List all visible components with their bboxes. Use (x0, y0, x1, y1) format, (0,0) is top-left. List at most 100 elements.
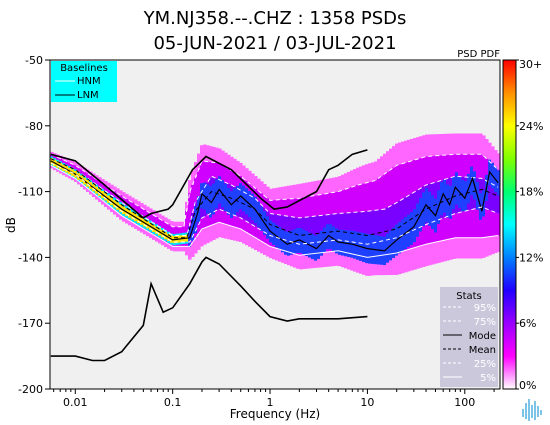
density-cell (317, 194, 321, 216)
y-tick-label: -170 (18, 317, 43, 330)
stats-line-75pct (50, 158, 499, 236)
density-cell (407, 161, 411, 196)
density-cell (128, 220, 132, 226)
density-cell (65, 161, 69, 166)
density-cell (179, 221, 183, 227)
colorbar-tick-label: 12% (519, 251, 543, 264)
density-cell (371, 210, 375, 244)
density-cell (425, 224, 429, 245)
density-cell (407, 195, 411, 233)
density-cell (245, 221, 249, 233)
density-cell (230, 156, 234, 171)
density-cell (212, 162, 216, 178)
density-cell (209, 225, 213, 242)
baselines-legend-title: Baselines (60, 63, 108, 74)
density-cell (392, 167, 396, 205)
density-cell (440, 155, 444, 181)
density-cell (410, 138, 414, 161)
density-cell (362, 183, 366, 212)
density-cell (191, 170, 195, 185)
density-cell (314, 180, 318, 196)
density-cell (248, 183, 252, 196)
density-cell (269, 188, 273, 201)
density-cell (485, 139, 489, 159)
density-cell (230, 170, 234, 186)
density-cell (209, 146, 213, 162)
density-cell (464, 154, 468, 178)
density-cell (371, 181, 375, 211)
density-cell (116, 212, 120, 218)
density-cell (416, 246, 420, 269)
density-cell (440, 133, 444, 156)
colorbar-tick-label: 30+ (519, 58, 542, 71)
density-cell (98, 197, 102, 203)
colorbar-tick-label: 6% (519, 317, 536, 330)
density-cell (380, 209, 384, 242)
density-cell (227, 225, 231, 240)
colorbar-tick-label: 0% (519, 379, 536, 392)
density-cell (443, 133, 447, 156)
density-cell (431, 134, 435, 157)
density-cell (338, 213, 342, 241)
density-cell (275, 187, 279, 200)
colorbar-tick-label: 24% (519, 120, 543, 133)
density-cell (455, 213, 459, 238)
density-cell (131, 202, 135, 210)
density-cell (101, 179, 105, 184)
density-cell (386, 254, 390, 276)
density-cell (434, 134, 438, 156)
density-cell (242, 219, 246, 231)
density-cell (368, 182, 372, 212)
stats-line-mean (50, 158, 499, 239)
density-cell (260, 181, 264, 194)
density-cell (221, 150, 225, 166)
density-cell (377, 158, 381, 179)
density-cell (455, 237, 459, 259)
density-cell (200, 229, 204, 247)
density-cell (194, 238, 198, 254)
density-cell (101, 183, 105, 189)
baselines-legend: Baselines HNM LNM (51, 61, 117, 102)
density-cell (464, 133, 468, 155)
density-cell (434, 242, 438, 264)
density-cell (338, 251, 342, 267)
density-cell (158, 213, 162, 219)
density-cell (203, 161, 207, 188)
density-cell (338, 191, 342, 214)
density-cell (71, 160, 75, 165)
density-cell (383, 153, 387, 174)
density-cell (305, 254, 309, 269)
density-cell (332, 192, 336, 215)
density-cell (332, 251, 336, 267)
density-cell (122, 216, 126, 222)
density-cell (452, 238, 456, 259)
density-cell (488, 142, 492, 162)
density-cell (488, 182, 492, 211)
density-cell (167, 219, 171, 225)
density-cell (287, 216, 291, 241)
density-cell (353, 169, 357, 187)
density-cell (326, 252, 330, 267)
density-cell (299, 255, 303, 270)
density-cell (368, 211, 372, 244)
density-cell (410, 160, 414, 194)
density-cell (329, 192, 333, 215)
density-cell (137, 206, 141, 214)
density-cell (374, 161, 378, 181)
density-cell (350, 187, 354, 213)
density-cell (50, 165, 54, 169)
density-cell (164, 222, 168, 231)
density-cell (464, 211, 468, 238)
density-cell (497, 170, 500, 196)
density-cell (113, 209, 117, 215)
density-cell (110, 189, 114, 196)
density-cell (242, 178, 246, 192)
density-cell (284, 215, 288, 241)
density-cell (92, 177, 96, 183)
density-cell (278, 199, 282, 215)
density-cell (452, 154, 456, 177)
density-cell (377, 178, 381, 210)
x-tick-label: 0.1 (164, 396, 182, 409)
density-cell (404, 140, 408, 163)
density-cell (335, 251, 339, 266)
